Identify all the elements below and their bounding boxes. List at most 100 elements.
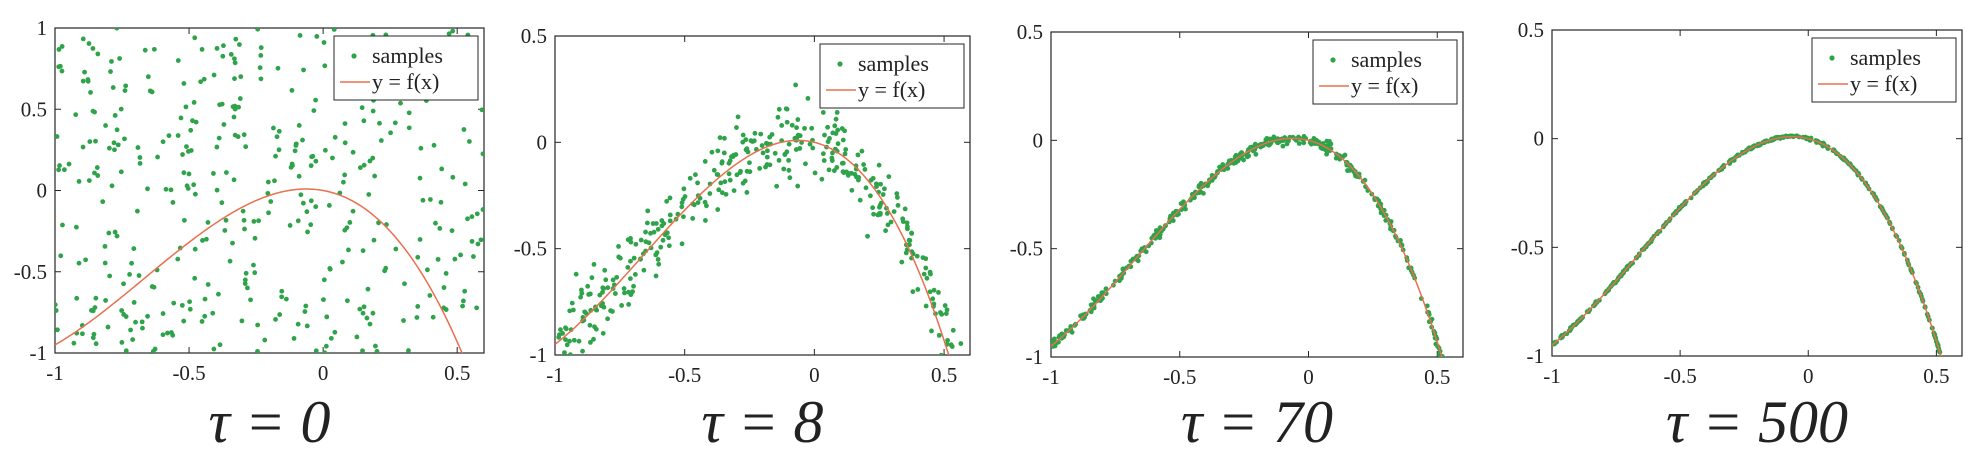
sample-point — [619, 303, 625, 308]
sample-point — [127, 272, 132, 277]
sample-point — [863, 185, 869, 191]
sample-point — [374, 348, 380, 353]
sample-point — [86, 41, 92, 46]
sample-point — [360, 248, 366, 254]
sample-point — [187, 306, 193, 312]
sample-point — [109, 59, 114, 64]
sample-point — [810, 145, 816, 151]
sample-point — [129, 260, 134, 266]
sample-point — [279, 288, 285, 294]
sample-point — [114, 127, 120, 133]
sample-point — [961, 389, 966, 394]
sample-point — [591, 336, 596, 342]
sample-point — [122, 88, 128, 94]
sample-point — [610, 277, 616, 283]
sample-point — [658, 244, 664, 250]
y-tick-label: -1 — [1527, 344, 1545, 368]
sample-point — [332, 134, 338, 140]
sample-point — [779, 123, 785, 128]
sample-point — [731, 152, 737, 158]
sample-point — [840, 137, 846, 143]
sample-point — [137, 155, 143, 160]
sample-point — [764, 162, 770, 167]
y-tick-label: 0.5 — [521, 24, 547, 48]
sample-point — [324, 314, 330, 320]
sample-point — [628, 236, 633, 241]
sample-point — [862, 167, 868, 172]
sample-point — [458, 252, 463, 258]
sample-point — [417, 175, 423, 181]
sample-point — [73, 112, 79, 118]
sample-point — [93, 341, 99, 347]
sample-point — [1253, 151, 1259, 157]
sample-point — [360, 310, 366, 316]
sample-point — [123, 83, 129, 89]
sample-point — [76, 260, 82, 266]
sample-point — [1220, 162, 1226, 167]
sample-point — [1950, 394, 1955, 399]
sample-point — [398, 100, 403, 106]
sample-point — [627, 276, 633, 281]
sample-point — [765, 148, 770, 154]
sample-point — [886, 174, 892, 180]
sample-point — [709, 149, 715, 155]
legend-box — [1811, 37, 1957, 103]
sample-point — [570, 307, 576, 313]
sample-point — [719, 160, 725, 166]
legend-label-curve: y = f(x) — [1850, 71, 1917, 96]
sample-point — [344, 225, 350, 231]
sample-point — [296, 123, 302, 128]
sample-point — [876, 162, 882, 168]
sample-point — [783, 106, 789, 112]
sample-point — [1347, 168, 1352, 173]
x-tick-label: -1 — [1042, 365, 1060, 389]
sample-point — [763, 140, 769, 146]
sample-point — [722, 135, 727, 141]
sample-point — [302, 309, 308, 314]
sample-point — [833, 116, 839, 122]
sample-point — [232, 60, 238, 66]
sample-point — [119, 340, 125, 345]
sample-point — [784, 149, 790, 155]
sample-point — [651, 229, 657, 235]
sample-point — [219, 101, 225, 107]
y-tick-label: -0.5 — [1511, 235, 1544, 259]
sample-point — [170, 200, 176, 205]
sample-point — [1457, 416, 1462, 421]
samples-series — [556, 82, 966, 394]
sample-point — [1648, 239, 1654, 245]
sample-point — [859, 148, 865, 154]
sample-point — [1095, 294, 1101, 299]
sample-point — [467, 139, 472, 144]
sample-point — [214, 45, 220, 51]
sample-point — [233, 36, 239, 42]
sample-point — [103, 123, 108, 128]
sample-point — [441, 285, 447, 290]
sample-point — [321, 40, 327, 45]
sample-point — [794, 135, 800, 141]
sample-point — [108, 69, 113, 74]
sample-point — [272, 178, 277, 184]
sample-point — [313, 97, 319, 103]
sample-point — [93, 138, 98, 144]
sample-point — [920, 255, 926, 260]
sample-point — [179, 302, 185, 308]
sample-point — [56, 47, 62, 52]
sample-point — [930, 296, 936, 302]
x-tick-label: -0.5 — [668, 363, 701, 387]
sample-point — [145, 313, 150, 319]
sample-point — [681, 186, 687, 192]
sample-point — [238, 74, 244, 80]
sample-point — [1244, 153, 1250, 159]
sample-point — [927, 289, 933, 295]
sample-point — [300, 137, 305, 143]
sample-point — [679, 241, 685, 247]
sample-point — [903, 250, 909, 256]
sample-point — [849, 187, 855, 193]
sample-point — [198, 79, 204, 85]
sample-point — [803, 161, 808, 167]
sample-point — [567, 338, 572, 344]
sample-point — [232, 76, 237, 82]
sample-point — [655, 257, 661, 262]
sample-point — [231, 177, 237, 183]
